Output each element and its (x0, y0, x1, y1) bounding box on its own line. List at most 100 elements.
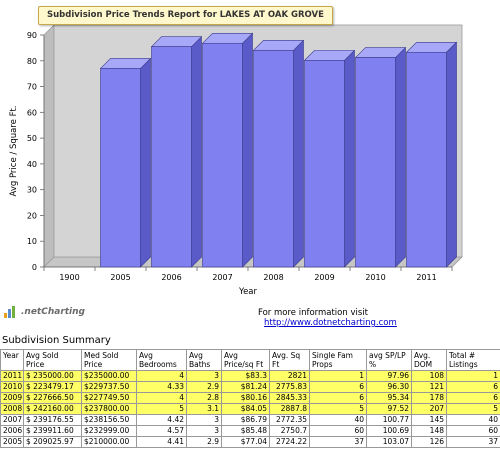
summary-cell: 2009 (0, 392, 24, 404)
summary-cell: $ 239176.55 (23, 414, 82, 426)
x-axis-label: Year (238, 287, 258, 297)
chart-logo-icon (4, 306, 18, 318)
x-tick-label-2011: 2011 (416, 273, 436, 282)
dotnetcharting-logo[interactable]: .netCharting (4, 306, 85, 318)
summary-cell: 108 (411, 370, 447, 382)
summary-cell: 60 (309, 425, 367, 437)
x-tick-label-2006: 2006 (161, 273, 181, 282)
summary-cell: 100.77 (366, 414, 412, 426)
summary-cell: $81.24 (221, 381, 270, 393)
summary-cell: 6 (446, 381, 500, 393)
summary-row: 2009 $ 227666.50 $227749.50 4 2.8 $80.16 2845.… (0, 392, 500, 404)
bar-2007 (202, 42, 243, 268)
y-tick-label-90: 90 (27, 31, 37, 40)
y-tick-label-80: 80 (27, 57, 37, 66)
summary-cell: 2845.33 (269, 392, 310, 404)
summary-cell: 2821 (269, 370, 310, 382)
summary-header-cell: Year (0, 349, 24, 371)
bar-2006 (151, 46, 192, 268)
summary-cell: 60 (446, 425, 500, 437)
summary-cell: 3 (186, 425, 222, 437)
summary-cell: 3 (186, 370, 222, 382)
summary-cell: $237800.00 (81, 403, 137, 415)
bar-side-2011 (446, 41, 457, 268)
summary-cell: 40 (309, 414, 367, 426)
bar-2011 (406, 51, 447, 268)
summary-cell: 4.41 (136, 436, 187, 448)
dotnetcharting-link[interactable]: http://www.dotnetcharting.com (264, 318, 397, 328)
y-tick-label-20: 20 (27, 211, 37, 220)
summary-cell: $ 227666.50 (23, 392, 82, 404)
summary-cell: 5 (309, 403, 367, 415)
summary-cell: $ 209025.97 (23, 436, 82, 448)
summary-cell: 145 (411, 414, 447, 426)
info-text: For more information visit (258, 308, 368, 318)
bar-2009 (304, 60, 345, 268)
summary-cell: 2007 (0, 414, 24, 426)
summary-header-cell: avg SP/LP % (366, 349, 412, 371)
bar-side-2008 (293, 39, 304, 268)
x-tick-label-2009: 2009 (314, 273, 334, 282)
summary-cell: 121 (411, 381, 447, 393)
summary-cell: 4 (136, 370, 187, 382)
summary-row: 2011 $ 235000.00 $235000.00 4 3 $83.3 2821 1 97.… (0, 370, 500, 382)
summary-cell: 6 (446, 392, 500, 404)
summary-cell: 2010 (0, 381, 24, 393)
summary-cell: 2006 (0, 425, 24, 437)
summary-cell: 6 (309, 392, 367, 404)
y-tick-label-50: 50 (27, 134, 37, 143)
summary-cell: $77.04 (221, 436, 270, 448)
summary-header-cell: Single Fam Props (309, 349, 367, 371)
chart-footer: .netCharting For more information visit … (0, 302, 500, 328)
summary-cell: $ 242160.00 (23, 403, 82, 415)
x-tick-label-2007: 2007 (212, 273, 232, 282)
summary-cell: 40 (446, 414, 500, 426)
summary-cell: 3 (186, 414, 222, 426)
summary-cell: 207 (411, 403, 447, 415)
summary-cell: 4.42 (136, 414, 187, 426)
summary-cell: 4.57 (136, 425, 187, 437)
y-tick-label-10: 10 (27, 237, 37, 246)
summary-cell: $85.48 (221, 425, 270, 437)
bar-side-2005 (140, 57, 151, 268)
summary-cell: 37 (446, 436, 500, 448)
summary-cell: 2772.35 (269, 414, 310, 426)
bar-2005 (100, 68, 141, 268)
summary-cell: $ 235000.00 (23, 370, 82, 382)
summary-cell: $232999.00 (81, 425, 137, 437)
summary-title: Subdivision Summary (2, 335, 111, 346)
summary-cell: $ 223479.17 (23, 381, 82, 393)
y-tick-label-70: 70 (27, 83, 37, 92)
summary-cell: 97.96 (366, 370, 412, 382)
bar-side-2006 (191, 35, 202, 268)
plot-left-wall (43, 24, 55, 268)
summary-cell: 95.34 (366, 392, 412, 404)
chart-svg: 0 10 20 30 40 50 60 70 80 90 Avg Price / Square Ft… (9, 24, 463, 297)
summary-cell: 126 (411, 436, 447, 448)
summary-cell: 96.30 (366, 381, 412, 393)
x-tick-label-2005: 2005 (110, 273, 130, 282)
y-tick-label-30: 30 (27, 186, 37, 195)
summary-header-cell: Avg Baths (186, 349, 222, 371)
summary-header-row: Year Avg Sold Price Med Sold Price Avg Bedr… (0, 349, 500, 371)
summary-cell: $80.16 (221, 392, 270, 404)
summary-cell: 5 (446, 403, 500, 415)
summary-cell: 2005 (0, 436, 24, 448)
summary-cell: 1 (446, 370, 500, 382)
bar-side-2010 (395, 46, 406, 268)
summary-cell: $83.3 (221, 370, 270, 382)
summary-cell: 2775.83 (269, 381, 310, 393)
x-tick-label-2010: 2010 (365, 273, 385, 282)
summary-row: 2005 $ 209025.97 $210000.00 4.41 2.9 $77.04 27… (0, 436, 500, 448)
summary-cell: 3.1 (186, 403, 222, 415)
summary-cell: 178 (411, 392, 447, 404)
summary-cell: $210000.00 (81, 436, 137, 448)
summary-cell: 1 (309, 370, 367, 382)
summary-row: 2007 $ 239176.55 $238156.50 4.42 3 $86.79 2772… (0, 414, 500, 426)
summary-header-cell: Avg. DOM (411, 349, 447, 371)
bar-side-2009 (344, 49, 355, 268)
summary-cell: 2.8 (186, 392, 222, 404)
summary-cell: 148 (411, 425, 447, 437)
summary-cell: $86.79 (221, 414, 270, 426)
summary-header-cell: Avg Sold Price (23, 349, 82, 371)
